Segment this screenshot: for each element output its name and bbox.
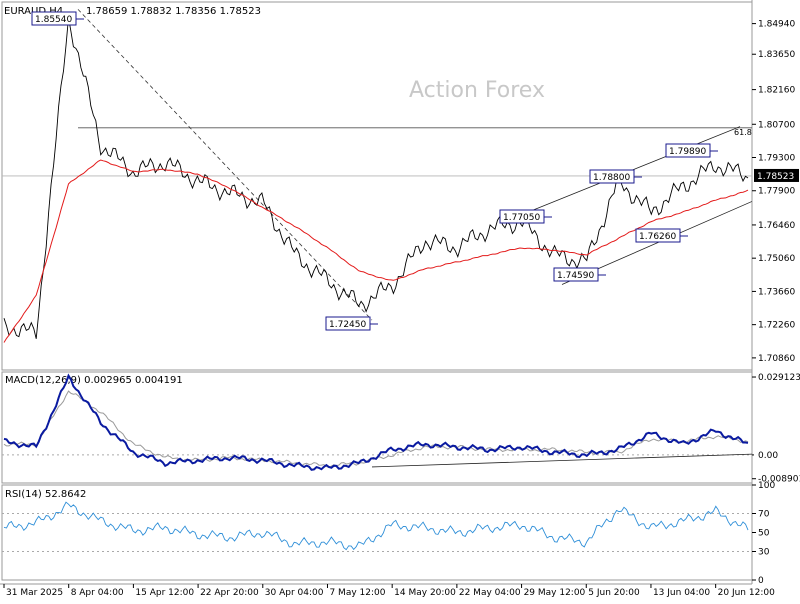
price-tick-label: 1.75060 bbox=[758, 254, 795, 264]
rsi-title: RSI(14) 52.8642 bbox=[5, 489, 86, 500]
time-tick-label: 22 Apr 20:00 bbox=[200, 588, 259, 598]
ema-line bbox=[3, 159, 749, 343]
price-tick-label: 1.83650 bbox=[758, 50, 795, 60]
current-price-tag bbox=[754, 168, 799, 182]
price-tick-label: 1.84940 bbox=[758, 20, 795, 30]
time-tick-label: 5 Jun 20:00 bbox=[588, 588, 640, 598]
macd-current-label: 0.00 bbox=[758, 451, 778, 461]
time-tick-label: 22 May 04:00 bbox=[459, 588, 521, 598]
channel-upper-line bbox=[527, 126, 741, 213]
price-tick-label: 1.73660 bbox=[758, 287, 795, 297]
rsi-tick-label: 100 bbox=[758, 481, 775, 491]
current-price-label: 1.78523 bbox=[757, 172, 794, 182]
rsi-tick-label: 0 bbox=[758, 576, 764, 586]
macd-title: MACD(12,26,9) 0.002965 0.004191 bbox=[5, 375, 183, 386]
macd-tick-label: 0.029123 bbox=[758, 373, 800, 383]
time-tick-label: 7 May 12:00 bbox=[329, 588, 385, 598]
annotation-label: 1.79890 bbox=[669, 147, 706, 157]
rsi-line bbox=[3, 501, 749, 551]
macd-current-tag bbox=[754, 448, 790, 461]
rsi-tick-label: 30 bbox=[758, 548, 770, 558]
resistance-label: 61.8 bbox=[734, 128, 752, 137]
price-line bbox=[3, 17, 749, 339]
price-tick-label: 1.76460 bbox=[758, 221, 795, 231]
annotation-label: 1.72450 bbox=[329, 320, 366, 330]
price-tick-label: 1.72260 bbox=[758, 321, 795, 331]
price-tick-label: 1.82160 bbox=[758, 86, 795, 96]
macd-trendline bbox=[371, 453, 753, 468]
time-tick-label: 15 Apr 12:00 bbox=[135, 588, 194, 598]
macd-tick-label: -0.008901 bbox=[758, 475, 800, 485]
price-tick-label: 1.77900 bbox=[758, 187, 795, 197]
ohlc-readout: 1.78659 1.78832 1.78356 1.78523 bbox=[86, 6, 261, 17]
time-tick-label: 30 Apr 04:00 bbox=[265, 588, 324, 598]
annotation-label: 1.85540 bbox=[35, 15, 72, 25]
time-tick-label: 13 Jun 04:00 bbox=[653, 588, 710, 598]
annotation-label: 1.77050 bbox=[503, 213, 540, 223]
falling-trendline bbox=[77, 9, 373, 321]
rsi-tick-label: 70 bbox=[758, 510, 770, 520]
watermark: Action Forex bbox=[409, 78, 545, 103]
price-tick-label: 1.70860 bbox=[758, 354, 795, 364]
macd-line bbox=[3, 373, 749, 471]
time-tick-label: 20 Jun 12:00 bbox=[718, 588, 775, 598]
price-tick-label: 1.80700 bbox=[758, 120, 795, 130]
rsi-tick-label: 50 bbox=[758, 529, 770, 539]
time-tick-label: 14 May 20:00 bbox=[394, 588, 456, 598]
time-tick-label: 31 Mar 2025 bbox=[6, 588, 63, 598]
annotation-label: 1.76260 bbox=[639, 232, 676, 242]
annotation-label: 1.74590 bbox=[557, 271, 594, 281]
annotation-label: 1.78800 bbox=[593, 173, 630, 183]
price-tick-label: 1.79300 bbox=[758, 154, 795, 164]
time-tick-label: 8 Apr 04:00 bbox=[71, 588, 124, 598]
time-tick-label: 29 May 12:00 bbox=[524, 588, 586, 598]
